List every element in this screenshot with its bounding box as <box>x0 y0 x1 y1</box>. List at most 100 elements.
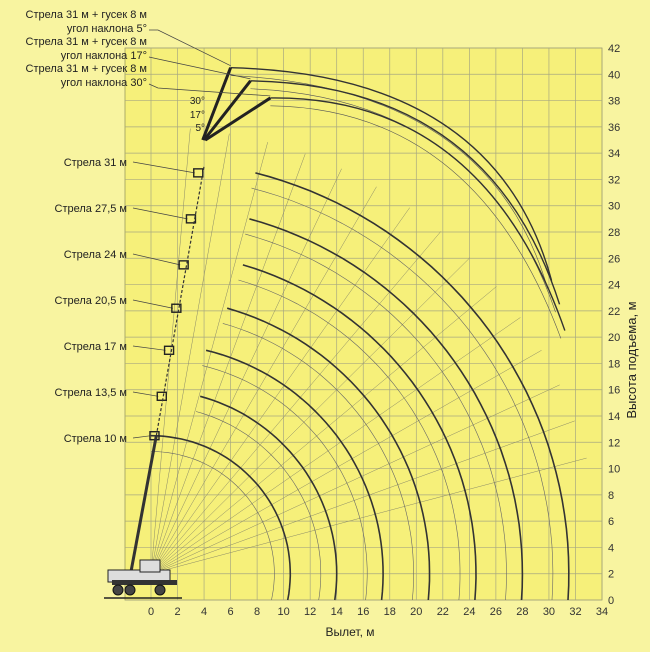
angle-ray <box>150 133 230 574</box>
boom-arc <box>199 395 338 601</box>
y-tick-label: 10 <box>608 464 620 476</box>
boom-arc <box>226 307 431 601</box>
angle-ray <box>150 168 342 574</box>
x-tick-label: 20 <box>410 606 422 618</box>
boom-head-marker <box>178 260 189 270</box>
jib-pointer-line <box>148 83 271 97</box>
boom-pointer-line <box>132 161 195 174</box>
x-tick-label: 34 <box>596 606 608 618</box>
y-tick-label: 18 <box>608 358 620 370</box>
boom-pointer-line <box>132 345 166 351</box>
angle-ray <box>150 286 497 574</box>
angle-ray <box>150 350 542 574</box>
boom-label: Стрела 13,5 м <box>55 387 127 399</box>
jib-pointer-line <box>148 56 251 80</box>
y-tick-label: 6 <box>608 516 614 528</box>
y-tick-label: 20 <box>608 332 620 344</box>
boom-pointer-line <box>132 253 181 266</box>
y-tick-label: 34 <box>608 148 620 160</box>
crane-boom-extended <box>155 166 205 436</box>
y-axis-title: Высота подъема, м <box>624 301 639 418</box>
jib-curve-inner <box>230 75 548 289</box>
boom-label: Стрела 10 м <box>64 433 127 445</box>
jib-angle-tag: 30° <box>190 96 205 107</box>
boom-arc <box>205 349 384 601</box>
crane-truck-icon <box>104 559 182 599</box>
boom-head-marker <box>156 391 167 401</box>
angle-ray <box>150 257 471 574</box>
x-tick-label: 28 <box>516 606 528 618</box>
jib-label-line1: Стрела 31 м + гусек 8 м <box>26 36 147 48</box>
boom-label: Стрела 27,5 м <box>55 203 127 215</box>
angle-ray <box>150 186 377 574</box>
y-tick-label: 0 <box>608 595 614 607</box>
boom-head-marker <box>171 303 182 313</box>
angle-ray <box>150 142 268 574</box>
y-tick-label: 26 <box>608 253 620 265</box>
truck-wheel <box>154 584 166 596</box>
crane-boom-lower <box>129 435 158 572</box>
angle-ray <box>150 457 587 574</box>
x-tick-label: 26 <box>490 606 502 618</box>
jib-arm <box>202 79 252 141</box>
jib-pointer-line <box>149 29 231 67</box>
y-tick-label: 2 <box>608 569 614 581</box>
boom-pointer-line <box>132 435 152 439</box>
boom-label: Стрела 17 м <box>64 341 127 353</box>
y-tick-label: 32 <box>608 174 620 186</box>
x-tick-label: 6 <box>228 606 234 618</box>
boom-label: Стрела 20,5 м <box>55 295 127 307</box>
boom-arc-inner <box>245 233 507 601</box>
boom-label: Стрела 31 м <box>64 157 127 169</box>
angle-ray <box>150 384 560 574</box>
jib-curves <box>201 67 566 339</box>
y-tick-label: 40 <box>608 69 620 81</box>
jib-angle-tag: 5° <box>195 123 205 134</box>
jib-curve <box>230 67 553 281</box>
angle-ray <box>150 128 191 574</box>
angle-ray <box>150 231 442 574</box>
x-tick-label: 12 <box>304 606 316 618</box>
x-axis-title: Вылет, м <box>326 625 375 639</box>
y-tick-label: 42 <box>608 43 620 55</box>
boom-label: Стрела 24 м <box>64 249 127 261</box>
jib-curve <box>270 97 566 331</box>
y-tick-label: 24 <box>608 280 620 292</box>
jib-angle-tag: 17° <box>190 110 205 121</box>
grid-lines <box>125 47 603 601</box>
boom-head-marker <box>163 345 175 355</box>
boom-arc-inner <box>202 365 368 601</box>
truck-chassis <box>112 580 177 585</box>
boom-head-marker <box>185 214 197 224</box>
x-tick-label: 0 <box>148 606 154 618</box>
x-tick-label: 2 <box>174 606 180 618</box>
jib-label-line2: угол наклона 5° <box>67 23 147 35</box>
truck-wheel <box>124 584 136 596</box>
x-tick-label: 10 <box>278 606 290 618</box>
boom-arc-inner <box>150 451 275 601</box>
x-tick-label: 4 <box>201 606 207 618</box>
angle-ray <box>150 420 575 574</box>
y-tick-label: 22 <box>608 306 620 318</box>
x-tick-label: 24 <box>463 606 475 618</box>
jib-label-line2: угол наклона 30° <box>61 77 147 89</box>
boom-arc-inner <box>222 323 414 601</box>
y-tick-label: 4 <box>608 542 614 554</box>
truck-wheel <box>112 584 124 596</box>
y-tick-label: 30 <box>608 201 620 213</box>
y-tick-label: 12 <box>608 437 620 449</box>
boom-pointer-line <box>132 299 173 309</box>
x-tick-label: 14 <box>331 606 343 618</box>
boom-arcs <box>150 172 570 601</box>
jib-label-line1: Стрела 31 м + гусек 8 м <box>26 9 147 21</box>
angle-rays <box>150 128 587 574</box>
y-tick-label: 8 <box>608 490 614 502</box>
x-tick-label: 18 <box>384 606 396 618</box>
x-tick-label: 30 <box>543 606 555 618</box>
angle-ray <box>150 207 410 574</box>
y-tick-label: 36 <box>608 122 620 134</box>
boom-arc <box>249 218 524 601</box>
boom-pointer-line <box>132 391 159 397</box>
x-tick-label: 16 <box>357 606 369 618</box>
